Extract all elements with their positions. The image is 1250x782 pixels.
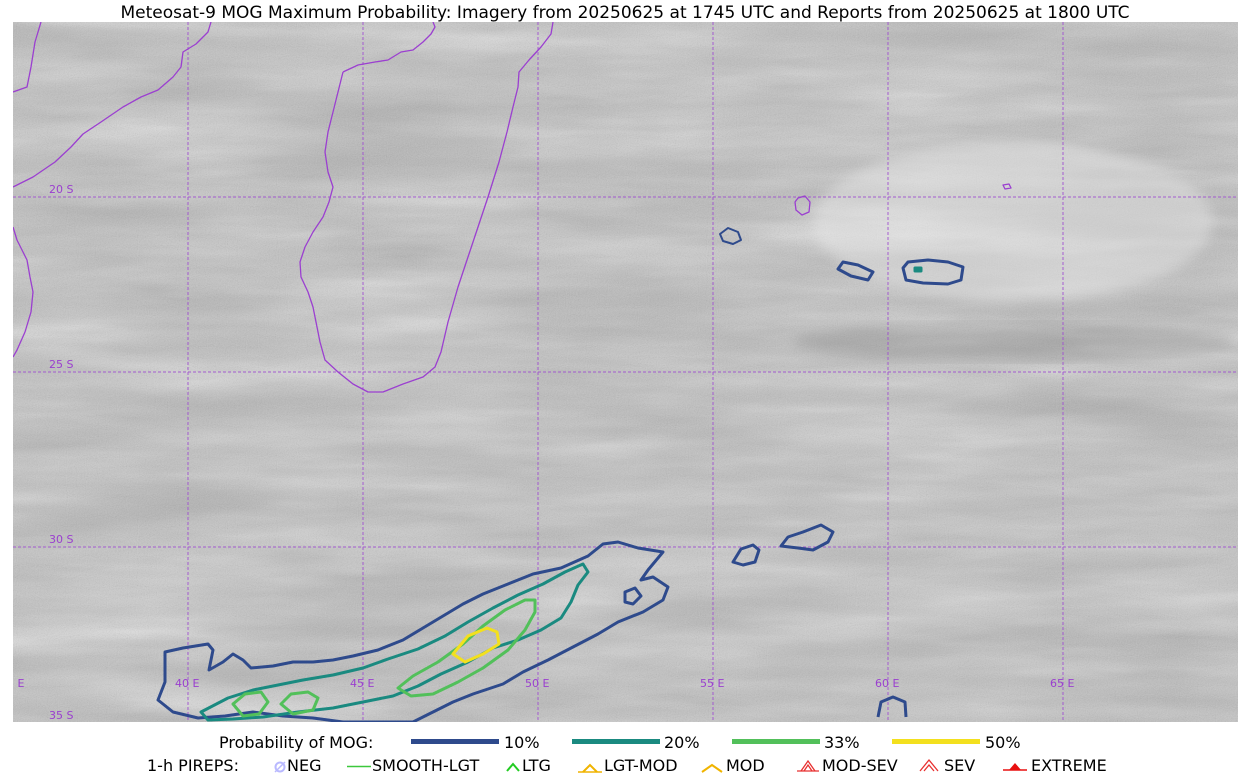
lat-label: 20 S [49, 183, 73, 196]
contour-20pct-storm [913, 266, 923, 273]
neg-icon [274, 761, 286, 773]
reunion-island [794, 195, 811, 216]
contour-10pct-small-b [731, 543, 761, 567]
pirep-label-smooth-lgt: SMOOTH-LGT [372, 756, 480, 775]
contour-33pct-main [396, 598, 537, 698]
lon-label: 35 E [13, 677, 24, 690]
swatch-10pct [411, 739, 499, 744]
pirep-legend: 1-h PIREPS: NEG SMOOTH-LGT LTG LGT-MOD M… [0, 756, 1250, 776]
longitude-labels: 35 E 40 E 45 E 50 E 55 E 60 E 65 E [13, 677, 1074, 690]
madagascar-coast [299, 22, 554, 393]
pirep-label-mod: MOD [726, 756, 765, 775]
latitude-labels: 20 S 25 S 30 S 35 S [49, 183, 73, 722]
contour-10pct-storm-a [836, 260, 875, 282]
contour-33pct-small-a [231, 690, 270, 718]
pirep-legend-title: 1-h PIREPS: [147, 756, 239, 775]
lon-label: 50 E [525, 677, 549, 690]
lat-label: 25 S [49, 358, 73, 371]
contour-50pct-main [451, 626, 501, 664]
lgt-mod-icon [578, 763, 602, 773]
contour-20pct-main [199, 562, 590, 722]
legend-label-10pct: 10% [504, 733, 540, 752]
satellite-map: 20 S 25 S 30 S 35 S 35 E 40 E 45 E 50 E … [13, 22, 1238, 722]
africa-coast-north [13, 22, 42, 93]
africa-coast-south [13, 226, 34, 358]
contour-33pct-small-b [279, 690, 320, 716]
pirep-label-lgt-mod: LGT-MOD [604, 756, 678, 775]
lon-label: 65 E [1050, 677, 1074, 690]
extreme-icon [1003, 763, 1027, 771]
smooth-lgt-icon [347, 765, 371, 768]
lon-label: 45 E [350, 677, 374, 690]
sev-icon [919, 758, 939, 772]
contour-10pct-storm-b [901, 258, 965, 286]
probability-legend-title: Probability of MOG: [219, 733, 374, 752]
lat-label: 30 S [49, 533, 73, 546]
lat-label: 35 S [49, 709, 73, 722]
pirep-label-neg: NEG [287, 756, 322, 775]
mod-sev-icon [797, 759, 819, 772]
pirep-label-sev: SEV [944, 756, 976, 775]
swatch-20pct [572, 739, 660, 744]
legend-label-20pct: 20% [664, 733, 700, 752]
pirep-label-extreme: EXTREME [1031, 756, 1107, 775]
africa-coast-mozambique [13, 22, 212, 188]
pirep-label-ltg: LTG [522, 756, 551, 775]
contour-10pct-storm-c [719, 227, 742, 245]
legend-label-50pct: 50% [985, 733, 1021, 752]
probability-legend: Probability of MOG: 10% 20% 33% 50% [0, 733, 1250, 753]
mod-icon [701, 763, 723, 773]
storm-cloud [813, 142, 1213, 302]
map-title: Meteosat-9 MOG Maximum Probability: Imag… [120, 3, 1130, 23]
swatch-33pct [732, 739, 820, 744]
lon-label: 60 E [875, 677, 899, 690]
ltg-icon [506, 762, 520, 772]
contour-10pct-small-d [876, 695, 908, 718]
contour-10pct-main [156, 540, 670, 722]
coastlines [13, 22, 1012, 393]
mog-contours [156, 227, 965, 722]
pirep-label-mod-sev: MOD-SEV [822, 756, 898, 775]
graticule [13, 22, 1238, 722]
contour-10pct-small-a [623, 586, 643, 606]
swatch-50pct [892, 739, 980, 744]
storm-cloud-shadow [793, 324, 1233, 360]
legend-label-33pct: 33% [824, 733, 860, 752]
contour-10pct-small-c [779, 523, 835, 552]
lon-label: 40 E [175, 677, 199, 690]
mauritius-island [1002, 183, 1012, 190]
lon-label: 55 E [700, 677, 724, 690]
